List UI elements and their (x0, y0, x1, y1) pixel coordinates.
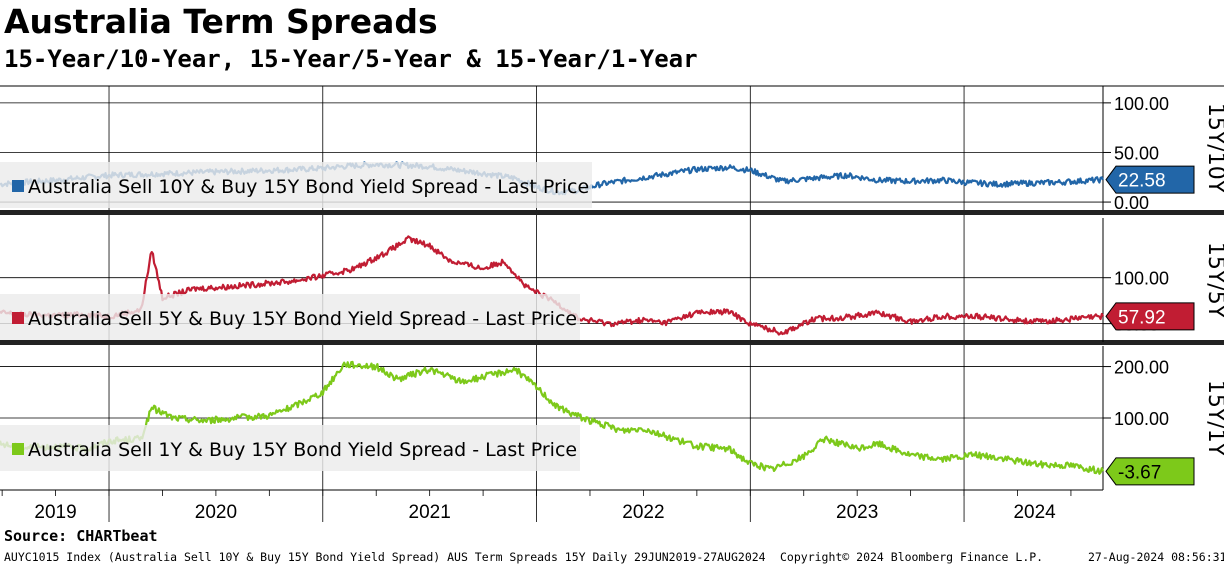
x-year-label: 2022 (622, 502, 664, 523)
panel-separator (0, 340, 1224, 345)
chart-title: Australia Term Spreads (4, 2, 438, 41)
legend-swatch-p5 (12, 312, 24, 324)
legend-swatch-p10 (12, 180, 24, 192)
legend-swatch-p1 (12, 443, 24, 455)
last-value-tag-p10 (1105, 165, 1195, 194)
chart-subtitle: 15-Year/10-Year, 15-Year/5-Year & 15-Yea… (4, 45, 698, 73)
legend-label-p1: Australia Sell 1Y & Buy 15Y Bond Yield S… (28, 439, 577, 461)
last-value-tag-p5 (1105, 302, 1195, 331)
last-value-label-p5: 57.92 (1118, 307, 1166, 328)
y-tick-label: 50.00 (1114, 143, 1159, 163)
series-line-p1 (0, 360, 1105, 475)
legend-box (0, 294, 580, 340)
timestamp: 27-Aug-2024 08:56:31 (1088, 550, 1224, 564)
last-value-label-p1: -3.67 (1118, 462, 1161, 483)
legend-label-p10: Australia Sell 10Y & Buy 15Y Bond Yield … (28, 176, 589, 198)
copyright: Copyright© 2024 Bloomberg Finance L.P. (780, 550, 1044, 564)
x-year-label: 2023 (836, 502, 878, 523)
axis-title-p10: 15Y/10Y (1203, 103, 1224, 194)
axis-title-p5: 15Y/5Y (1203, 242, 1224, 319)
panel-separator (0, 210, 1224, 215)
y-tick-label: 0.00 (1114, 193, 1149, 213)
last-value-label-p10: 22.58 (1118, 171, 1166, 192)
source-label: Source: CHARTbeat (4, 527, 158, 545)
x-year-label: 2019 (34, 502, 76, 523)
axis-title-p1: 15Y/1Y (1203, 380, 1224, 457)
y-tick-label: 100.00 (1114, 94, 1169, 114)
legend-label-p5: Australia Sell 5Y & Buy 15Y Bond Yield S… (28, 308, 577, 330)
x-year-label: 2021 (409, 502, 451, 523)
last-value-tag-p1 (1105, 457, 1195, 486)
y-tick-label: 200.00 (1114, 358, 1169, 378)
x-year-label: 2020 (195, 502, 237, 523)
y-tick-label: 100.00 (1114, 409, 1169, 429)
ticker-info: AUYC1015 Index (Australia Sell 10Y & Buy… (4, 550, 766, 564)
legend-box (0, 425, 580, 471)
x-year-label: 2024 (1013, 502, 1056, 523)
legend-box (0, 162, 592, 208)
y-tick-label: 100.00 (1114, 269, 1169, 289)
